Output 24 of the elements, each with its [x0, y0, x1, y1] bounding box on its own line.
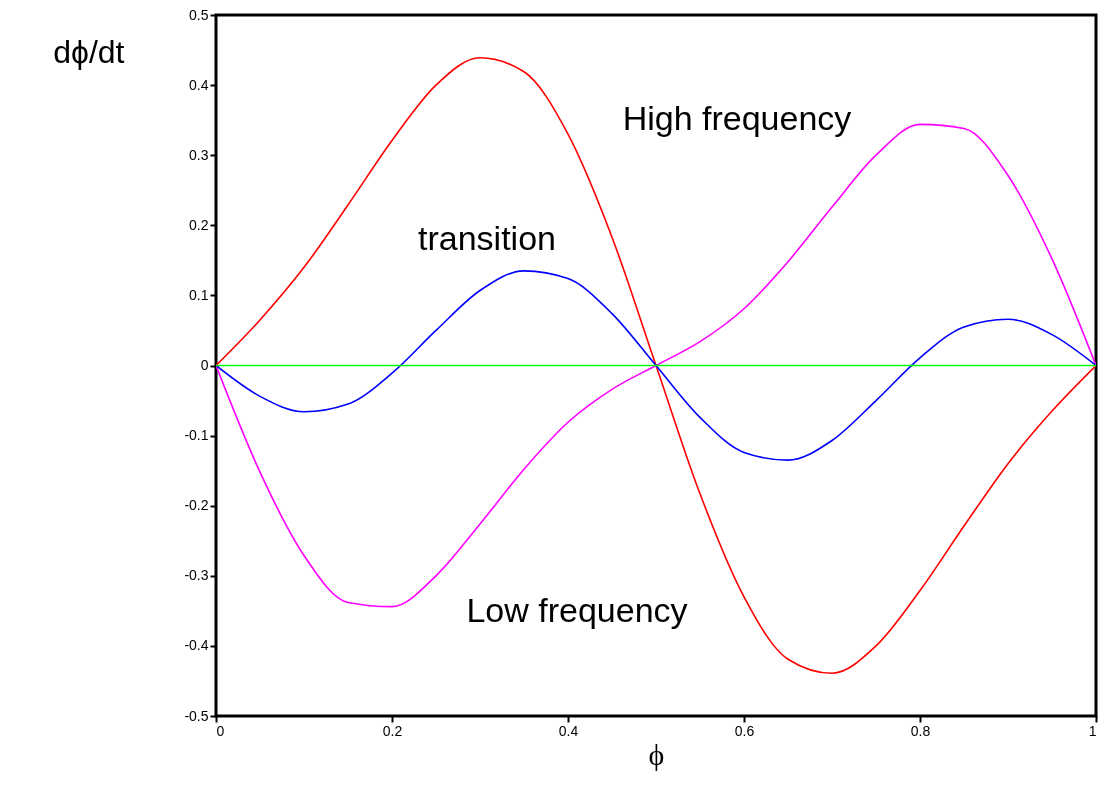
x-tick-label: 1	[1088, 722, 1097, 739]
y-tick-label: -0.4	[184, 637, 209, 654]
y-axis-title: dϕ/dt	[53, 33, 125, 70]
x-tick-label: 0.8	[910, 722, 931, 739]
y-tick-label: 0.3	[189, 146, 209, 163]
annotation: High frequency	[622, 99, 852, 137]
y-tick-label: -0.5	[184, 707, 209, 724]
y-tick-label: 0.4	[189, 76, 209, 93]
x-tick-label: 0.2	[382, 722, 403, 739]
y-tick-label: 0	[200, 357, 209, 373]
annotation: Low frequency	[466, 591, 688, 629]
y-tick-label: 0.5	[189, 6, 209, 23]
y-tick-label: -0.2	[184, 497, 209, 514]
y-tick-label: -0.3	[184, 567, 209, 584]
line-series	[216, 56, 1096, 675]
annotation: transition	[418, 219, 556, 257]
x-axis-title: ϕ	[648, 737, 665, 771]
line-series	[216, 270, 1096, 461]
y-tick-label: 0.2	[189, 216, 209, 233]
x-tick-label: 0.4	[558, 722, 579, 739]
y-tick-label: -0.1	[184, 427, 209, 444]
x-tick-label: 0.6	[734, 722, 755, 739]
y-tick-label: 0.1	[189, 286, 209, 303]
x-tick-label: 0	[216, 722, 225, 739]
